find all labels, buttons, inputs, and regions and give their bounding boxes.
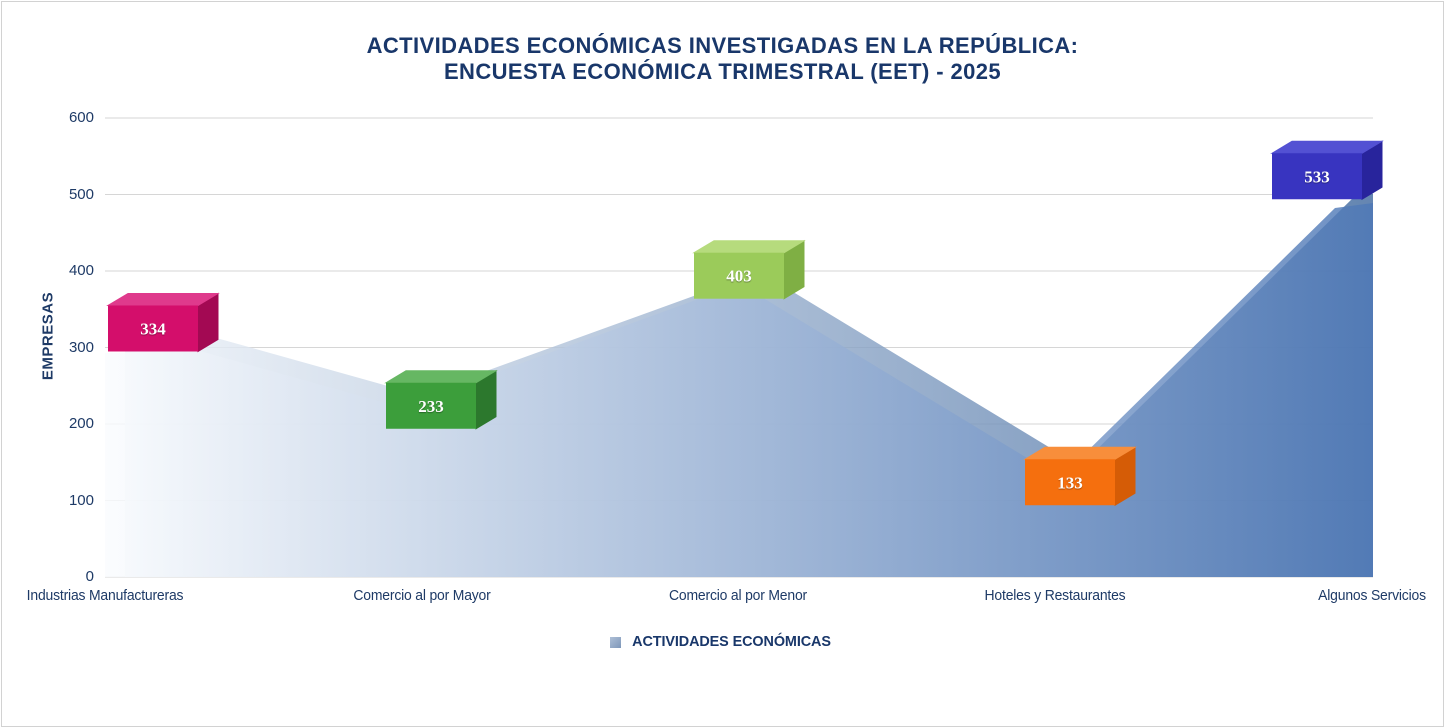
chart-title-line-1: ACTIVIDADES ECONÓMICAS INVESTIGADAS EN L… <box>366 33 1079 58</box>
box-top-face <box>1023 446 1137 460</box>
legend-label: ACTIVIDADES ECONÓMICAS <box>632 633 831 650</box>
data-label-box-algunos-servicios: 533 <box>1270 140 1384 201</box>
data-label-box-comercio-al-por-mayor: 233 <box>384 369 498 430</box>
data-label-box-hoteles-y-restaurantes: 133 <box>1023 446 1137 507</box>
chart-title: ACTIVIDADES ECONÓMICAS INVESTIGADAS EN L… <box>0 33 1445 85</box>
data-label-value: 233 <box>418 397 444 416</box>
box-front-face <box>1025 459 1115 506</box>
legend: ACTIVIDADES ECONÓMICAS <box>0 633 1445 650</box>
data-label-box-comercio-al-por-menor: 403 <box>692 239 806 300</box>
y-tick-label-300: 300 <box>68 338 94 356</box>
category-label-algunos-servicios: Algunos Servicios <box>1318 587 1426 604</box>
y-tick-label-0: 0 <box>85 568 94 585</box>
category-label-hoteles-y-restaurantes: Hoteles y Restaurantes <box>984 587 1126 604</box>
y-tick-label-400: 400 <box>68 262 94 279</box>
chart-title-line-2: ENCUESTA ECONÓMICA TRIMESTRAL (EET) - 20… <box>443 59 1002 84</box>
data-label-value: 533 <box>1304 167 1330 186</box>
box-top-face <box>692 240 806 254</box>
category-label-comercio-al-por-mayor: Comercio al por Mayor <box>353 587 491 604</box>
y-tick-label-100: 100 <box>68 491 94 509</box>
box-front-face <box>108 305 198 352</box>
box-front-face <box>694 252 784 299</box>
y-tick-label-600: 600 <box>68 109 94 126</box>
data-label-box-industrias-manufactureras: 334 <box>106 292 220 353</box>
data-label-value: 334 <box>140 319 166 338</box>
category-label-industrias-manufactureras: Industrias Manufactureras <box>26 587 184 604</box>
data-label-value: 133 <box>1057 473 1083 492</box>
y-tick-label-500: 500 <box>68 185 94 203</box>
box-front-face <box>1272 153 1362 200</box>
box-top-face <box>384 370 498 384</box>
y-tick-label-200: 200 <box>68 415 94 432</box>
box-front-face <box>386 382 476 429</box>
legend-swatch-icon <box>610 636 621 648</box>
category-label-comercio-al-por-menor: Comercio al por Menor <box>669 587 807 604</box>
data-label-value: 403 <box>726 267 752 286</box>
box-top-face <box>106 292 220 306</box>
box-top-face <box>1270 140 1384 154</box>
